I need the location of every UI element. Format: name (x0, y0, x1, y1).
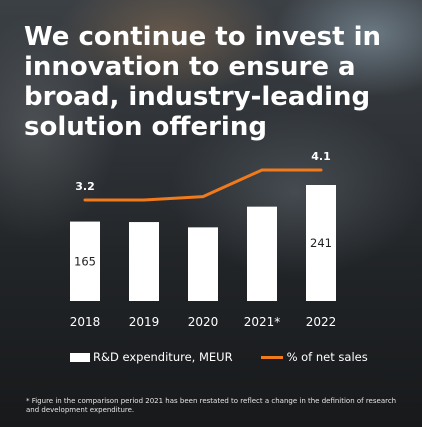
chart-title: We continue to invest in innovation to e… (24, 22, 381, 142)
footnote: * Figure in the comparison period 2021 h… (26, 397, 397, 414)
bar-2018 (70, 221, 100, 301)
legend-bar-swatch (70, 352, 90, 362)
bar-2019 (129, 222, 159, 301)
bar-value-label: 165 (74, 254, 96, 268)
legend: R&D expenditure, MEUR % of net sales (70, 350, 368, 364)
x-axis-labels: 2018 2019 2020 2021* 2022 (70, 315, 337, 329)
x-tick-label: 2020 (188, 315, 219, 329)
x-tick-label: 2021* (244, 315, 281, 329)
bar-2022 (306, 185, 336, 301)
legend-line-label: % of net sales (286, 350, 368, 364)
x-tick-label: 2018 (70, 315, 101, 329)
bar-series: 165 241 (70, 185, 336, 301)
bar-value-label: 241 (310, 236, 332, 250)
line-value-label: 4.1 (311, 150, 331, 163)
bar-2021 (247, 206, 277, 301)
legend-line-swatch (260, 355, 283, 359)
bar-2020 (188, 227, 218, 301)
legend-bar-label: R&D expenditure, MEUR (93, 350, 233, 364)
line-series: 3.2 4.1 (75, 150, 331, 202)
line-value-label: 3.2 (75, 180, 95, 193)
line-path (83, 168, 323, 202)
x-tick-label: 2022 (306, 315, 337, 329)
x-tick-label: 2019 (129, 315, 160, 329)
